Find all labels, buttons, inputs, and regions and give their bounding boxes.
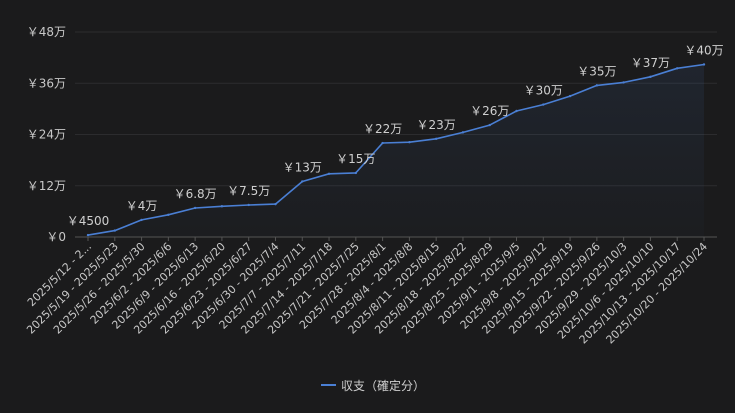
data-point[interactable] [461, 131, 465, 134]
y-tick-label: ￥12万 [27, 179, 66, 193]
data-point[interactable] [140, 218, 143, 222]
data-label: ￥37万 [631, 56, 670, 70]
data-point[interactable] [354, 171, 358, 175]
series-line[interactable] [87, 63, 705, 236]
data-label: ￥23万 [417, 118, 456, 132]
data-point[interactable] [649, 75, 652, 79]
data-point[interactable] [408, 140, 411, 144]
x-axis: 2025/5/12 - 2...2025/5/19 - 2025/5/23202… [24, 236, 717, 347]
line-layer [86, 63, 706, 237]
legend-label: 収支（確定分） [341, 378, 425, 393]
y-tick-label: ￥48万 [27, 25, 66, 39]
legend[interactable]: 収支（確定分） [321, 378, 425, 393]
data-point[interactable] [568, 94, 572, 98]
data-point[interactable] [595, 84, 599, 87]
area-fill-layer [88, 64, 704, 237]
data-point[interactable] [542, 103, 545, 106]
data-point[interactable] [327, 172, 331, 175]
data-point[interactable] [702, 63, 706, 66]
data-point[interactable] [247, 203, 250, 207]
data-point[interactable] [676, 67, 679, 70]
data-labels: ￥4500 ￥4万 ￥6.8万 ￥7.5万 ￥13万 ￥15万 ￥22万 ￥23万 ￥26万 ￥3… [67, 43, 724, 228]
data-label: ￥7.5万 [227, 184, 270, 198]
y-tick-label: ￥36万 [27, 76, 66, 90]
series-area [88, 64, 704, 237]
data-point[interactable] [622, 81, 625, 84]
data-point[interactable] [274, 202, 277, 206]
data-label: ￥4500 [67, 214, 110, 228]
data-point[interactable] [220, 205, 224, 208]
data-point[interactable] [381, 141, 384, 145]
data-point[interactable] [301, 180, 304, 183]
data-point[interactable] [86, 233, 90, 237]
data-point[interactable] [113, 229, 116, 232]
data-label: ￥22万 [363, 122, 402, 136]
data-label: ￥40万 [684, 43, 723, 57]
y-axis: ￥0 ￥12万 ￥24万 ￥36万 ￥48万 [27, 25, 66, 244]
data-point[interactable] [167, 213, 170, 216]
data-point[interactable] [193, 206, 197, 210]
data-label: ￥6.8万 [174, 187, 217, 201]
data-point[interactable] [434, 137, 438, 140]
data-label: ￥26万 [470, 104, 509, 118]
data-point[interactable] [515, 109, 518, 113]
data-label: ￥30万 [524, 84, 563, 98]
data-point[interactable] [488, 123, 491, 127]
y-tick-label: ￥24万 [27, 128, 66, 142]
data-label: ￥35万 [577, 64, 616, 78]
data-label: ￥15万 [336, 152, 375, 166]
data-label: ￥13万 [283, 160, 322, 174]
y-tick-label: ￥0 [46, 230, 66, 244]
data-label: ￥4万 [126, 199, 158, 213]
